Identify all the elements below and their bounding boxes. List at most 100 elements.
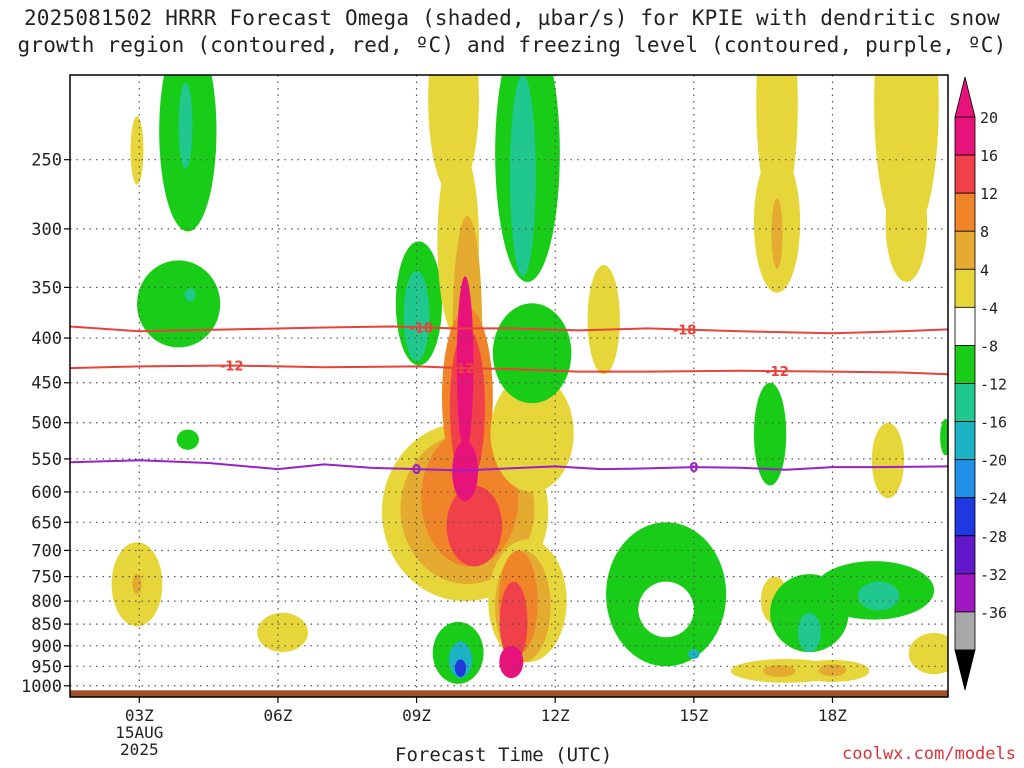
y-tick-label-400: 400 <box>31 329 62 349</box>
omega-area-51 <box>797 612 821 653</box>
omega-area-23 <box>490 374 574 492</box>
x-tick-sublabel-0: 15AUG <box>115 723 163 742</box>
omega-area-53 <box>885 167 928 282</box>
x-tick-label-15Z: 15Z <box>679 706 708 725</box>
y-axis: 2503003504004505005506006507007508008509… <box>21 151 70 697</box>
colorbar-top-arrow <box>954 76 976 118</box>
omega-area-19 <box>446 485 503 567</box>
colorbar-band-12-16 <box>954 192 976 232</box>
omega-area-4 <box>178 82 193 169</box>
omega-area-42 <box>771 198 783 269</box>
y-tick-label-700: 700 <box>31 541 62 561</box>
colorbar-band-4-8 <box>954 268 976 308</box>
omega-area-1 <box>132 574 142 594</box>
colorbar-bottom-arrow <box>954 649 976 691</box>
omega-shading-layer <box>111 75 948 684</box>
colorbar-label--8: -8 <box>980 337 998 355</box>
colorbar-label--16: -16 <box>980 414 1007 432</box>
x-tick-label-03Z: 03Z <box>125 706 154 725</box>
y-tick-label-650: 650 <box>31 513 62 533</box>
y-tick-label-550: 550 <box>31 450 62 470</box>
y-tick-label-850: 850 <box>31 615 62 635</box>
colorbar-label--28: -28 <box>980 528 1007 546</box>
contour-line--18 <box>70 325 948 335</box>
colorbar-label-4: 4 <box>980 261 989 279</box>
x-tick-label-12Z: 12Z <box>541 706 570 725</box>
omega-area-6 <box>184 288 196 302</box>
colorbar: 20 16 12 8 4 -4 -8 -12 -16 -20 -24 -28 -32 -36 <box>954 76 1007 691</box>
colorbar-label--32: -32 <box>980 566 1007 584</box>
y-tick-label-800: 800 <box>31 592 62 612</box>
colorbar-label--12: -12 <box>980 376 1007 394</box>
omega-area-20 <box>456 276 474 452</box>
colorbar-label--4: -4 <box>980 299 998 317</box>
colorbar-band--8--4 <box>954 345 976 384</box>
y-tick-label-750: 750 <box>31 568 62 588</box>
contour-line--12 <box>70 364 948 376</box>
contour-label-0-0: 0 <box>412 463 421 478</box>
omega-area-30 <box>492 303 572 404</box>
colorbar-label-16: 16 <box>980 147 998 165</box>
plot-frame <box>69 74 949 698</box>
y-tick-label-900: 900 <box>31 637 62 657</box>
omega-area-35 <box>587 265 620 375</box>
omega-area-28 <box>499 645 524 679</box>
omega-area-39 <box>753 382 787 486</box>
contour-line-0 <box>70 459 948 472</box>
omega-area-56 <box>940 418 948 456</box>
colorbar-band--36--32 <box>954 611 976 651</box>
contour-label--18-0: -18 <box>409 321 433 336</box>
x-tick-label-09Z: 09Z <box>402 706 431 725</box>
omega-area-5 <box>137 260 221 348</box>
terrain-layer <box>70 690 948 697</box>
colorbar-label-12: 12 <box>980 185 998 203</box>
x-tick-sublabel-1: 2025 <box>120 740 159 759</box>
terrain-fill <box>70 690 948 697</box>
omega-area-27 <box>499 581 528 663</box>
chart-title-line-1: 2025081502 HRRR Forecast Omega (shaded, … <box>23 6 1001 30</box>
colorbar-band--24--20 <box>954 497 976 537</box>
colorbar-label-8: 8 <box>980 223 989 241</box>
colorbar-band--20--16 <box>954 459 976 499</box>
colorbar-band--16--12 <box>954 421 976 461</box>
omega-area-37 <box>638 581 694 638</box>
y-tick-label-250: 250 <box>31 151 62 171</box>
contour-layer: -18 -18 -12 -12 -12 0 0 <box>70 321 948 478</box>
contour-label--12-0: -12 <box>220 359 244 374</box>
omega-area-50 <box>857 581 900 611</box>
omega-area-7 <box>176 429 199 450</box>
omega-area-8 <box>257 612 308 653</box>
colorbar-band-8-12 <box>954 230 976 270</box>
omega-area-31 <box>509 75 536 277</box>
omega-area-47 <box>818 664 847 677</box>
y-tick-label-350: 350 <box>31 278 62 298</box>
colorbar-band--28--24 <box>954 535 976 575</box>
x-axis-label: Forecast Time (UTC) <box>395 744 613 766</box>
y-tick-label-600: 600 <box>31 483 62 503</box>
contour-label-0-1: 0 <box>689 461 698 476</box>
omega-area-54 <box>871 422 905 499</box>
contour-label--12-1: -12 <box>451 362 475 377</box>
x-tick-label-18Z: 18Z <box>818 706 847 725</box>
colorbar-band--12--8 <box>954 383 976 422</box>
contour-label--18-1: -18 <box>673 324 697 339</box>
colorbar-label-20: 20 <box>980 109 998 127</box>
omega-area-55 <box>908 632 948 675</box>
omega-area-34 <box>454 659 467 677</box>
y-tick-label-450: 450 <box>31 374 62 394</box>
y-tick-label-950: 950 <box>31 657 62 677</box>
contour-label--12-2: -12 <box>765 365 789 380</box>
chart-title-line-2: growth region (contoured, red, ºC) and f… <box>17 33 1007 57</box>
colorbar-label--36: -36 <box>980 604 1007 622</box>
colorbar-band-20-24 <box>954 116 976 156</box>
y-tick-label-300: 300 <box>31 220 62 240</box>
y-tick-label-1000: 1000 <box>21 677 62 697</box>
colorbar-band--32--28 <box>954 573 976 613</box>
y-tick-label-500: 500 <box>31 414 62 434</box>
colorbar-label--20: -20 <box>980 452 1007 470</box>
colorbar-band-16-20 <box>954 154 976 194</box>
credit-link[interactable]: coolwx.com/models <box>842 744 1016 764</box>
colorbar-band--4-4 <box>954 306 976 346</box>
colorbar-label--24: -24 <box>980 490 1007 508</box>
